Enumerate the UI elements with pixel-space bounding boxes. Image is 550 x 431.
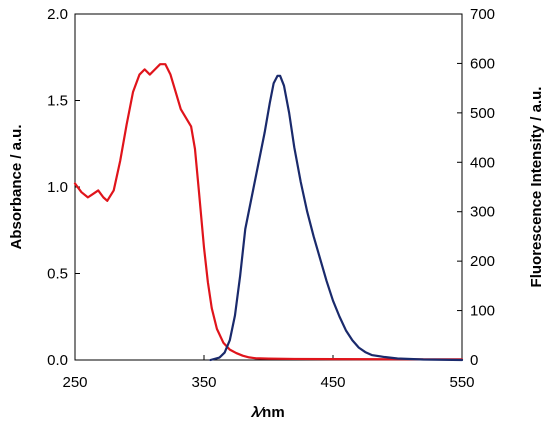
x-tick-label: 450 bbox=[320, 374, 345, 391]
left-axis-ticks: 0.0 0.5 1.0 1.5 2.0 bbox=[47, 6, 80, 369]
plot-area-frame bbox=[74, 13, 463, 361]
right-tick-label: 0 bbox=[470, 352, 478, 369]
right-tick-label: 700 bbox=[470, 6, 495, 23]
fluorescence-series-line bbox=[209, 74, 464, 362]
left-tick-label: 1.5 bbox=[47, 93, 68, 110]
left-tick-label: 1.0 bbox=[47, 179, 68, 196]
left-tick-label: 0.5 bbox=[47, 266, 68, 283]
right-tick-label: 600 bbox=[470, 55, 495, 72]
x-axis-title-variable: λ bbox=[250, 404, 259, 421]
right-tick-label: 400 bbox=[470, 154, 495, 171]
right-tick-label: 500 bbox=[470, 105, 495, 122]
absorbance-series-line bbox=[73, 63, 464, 361]
y-axis-left-title: Absorbance / a.u. bbox=[8, 124, 25, 249]
y-axis-right-title: Fluorescence Intensity / a.u. bbox=[528, 87, 545, 288]
left-tick-label: 2.0 bbox=[47, 6, 68, 23]
right-tick-label: 200 bbox=[470, 253, 495, 270]
x-tick-label: 250 bbox=[62, 374, 87, 391]
x-axis-ticks: 250 350 450 550 bbox=[62, 355, 475, 391]
right-tick-label: 300 bbox=[470, 204, 495, 221]
x-tick-label: 350 bbox=[191, 374, 216, 391]
x-axis-title-separator: ⁄ bbox=[257, 404, 266, 421]
right-tick-label: 100 bbox=[470, 303, 495, 320]
x-axis-title-unit: nm bbox=[262, 404, 285, 421]
x-tick-label: 550 bbox=[449, 374, 474, 391]
left-tick-label: 0.0 bbox=[47, 352, 68, 369]
x-axis-title: λ⁄nm bbox=[250, 404, 284, 421]
series-layer bbox=[73, 63, 464, 362]
right-axis-ticks: 0 100 200 300 400 500 600 700 bbox=[457, 6, 495, 369]
